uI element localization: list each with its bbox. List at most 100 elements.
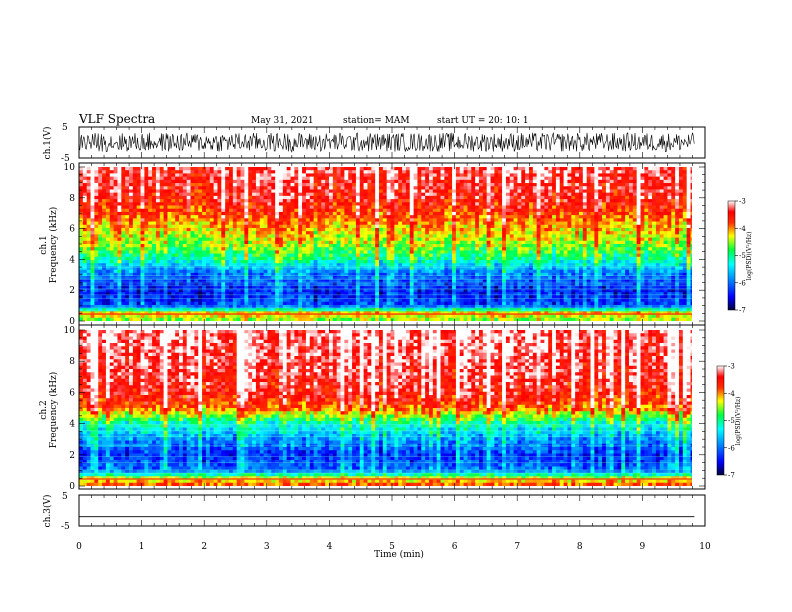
- ch1-spectrogram-cell: [298, 215, 303, 219]
- ch1-spectrogram-cell: [517, 253, 522, 258]
- ch1-spectrogram-cell: [378, 211, 384, 216]
- ch1-spectrogram-cell: [263, 211, 268, 216]
- ch1-spectrogram-cell: [598, 179, 603, 184]
- ch1-spectrogram-cell: [444, 189, 449, 194]
- ch1-spectrogram-cell: [282, 167, 288, 171]
- ch1-spectrogram-cell: [678, 189, 684, 194]
- ch1-spectrogram-cell: [409, 211, 414, 216]
- ch1-spectrogram-cell: [82, 167, 88, 171]
- ch1-spectrogram-cell: [525, 195, 530, 200]
- ch1-spectrogram-cell: [471, 189, 476, 194]
- ch1-spectrogram-cell: [148, 208, 153, 213]
- ch1-spectrogram-cell: [202, 186, 207, 190]
- ch1-spectrogram-cell: [232, 192, 238, 197]
- ch1-spectrogram-cell: [444, 192, 449, 197]
- ch1-spectrogram-cell: [459, 199, 464, 203]
- ch1-spectrogram-cell: [179, 173, 184, 178]
- ch1-spectrogram-cell: [240, 179, 245, 184]
- ch1-spectrogram-cell: [117, 173, 122, 178]
- ch1-spectrogram-cell: [594, 240, 599, 245]
- ch1-spectrogram-cell: [382, 176, 388, 181]
- ch1-spectrogram-cell: [328, 189, 334, 194]
- ch1-spectrogram-cell: [186, 173, 191, 178]
- ch1-spectrogram-cell: [375, 186, 380, 190]
- ch1-spectrogram-cell: [594, 192, 599, 197]
- ch1-spectrogram-cell: [213, 208, 218, 213]
- ch1-spectrogram-cell: [194, 192, 199, 197]
- ch1-spectrogram-cell: [455, 170, 461, 174]
- ch1-spectrogram-cell: [582, 183, 588, 187]
- ch1-spectrogram-cell: [236, 211, 241, 216]
- ch1-spectrogram-cell: [502, 227, 507, 232]
- ch1-spectrogram-cell: [686, 256, 691, 261]
- ch1-spectrogram-cell: [548, 186, 553, 190]
- ch1-spectrogram-cell: [517, 227, 522, 232]
- ch1-spectrogram-cell: [113, 250, 118, 255]
- ch1-spectrogram-cell: [390, 195, 395, 200]
- ch1-spectrogram-cell: [232, 263, 238, 267]
- ch1-spectrogram-cell: [294, 215, 299, 219]
- ch1-spectrogram-cell: [225, 253, 230, 258]
- ch1-spectrogram-cell: [282, 224, 288, 229]
- ch1-spectrogram-cell: [382, 192, 388, 197]
- ch1-spectrogram-cell: [325, 256, 330, 261]
- ch1-spectrogram-cell: [163, 234, 168, 238]
- ch1-spectrogram-cell: [186, 224, 191, 229]
- ch1-spectrogram-cell: [575, 247, 580, 251]
- ch1-spectrogram-cell: [225, 215, 230, 219]
- ch1-spectrogram-cell: [171, 244, 176, 248]
- ch1-spectrogram-cell: [190, 211, 195, 216]
- ch1-spectrogram-cell: [355, 211, 361, 216]
- ch1-spectrogram-cell: [575, 253, 580, 258]
- ch1-spectrogram-cell: [490, 247, 495, 251]
- ch1-spectrogram-cell: [213, 183, 218, 187]
- ch1-spectrogram-cell: [505, 183, 511, 187]
- ch1-spectrogram-cell: [375, 234, 380, 238]
- ch1-spectrogram-cell: [590, 250, 595, 255]
- ch1-spectrogram-cell: [494, 240, 499, 245]
- ch1-spectrogram-cell: [244, 189, 249, 194]
- ch1-spectrogram-cell: [490, 170, 495, 174]
- ch1-spectrogram-cell: [102, 227, 107, 232]
- ch1-spectrogram-cell: [221, 237, 226, 242]
- ch1-spectrogram-cell: [321, 250, 326, 255]
- ch1-spectrogram-cell: [678, 234, 684, 238]
- ch1-spectrogram-cell: [686, 186, 691, 190]
- ch1-spectrogram-cell: [590, 218, 595, 222]
- ch1-spectrogram-cell: [317, 176, 322, 181]
- ch1-spectrogram-cell: [555, 176, 561, 181]
- ch1-spectrogram-cell: [528, 253, 534, 258]
- ch1-spectrogram-cell: [605, 237, 611, 242]
- ch1-spectrogram-cell: [417, 211, 422, 216]
- ch1-spectrogram-cell: [421, 224, 426, 229]
- ch1-spectrogram-cell: [452, 234, 457, 238]
- ch1-spectrogram-cell: [686, 176, 691, 181]
- ch1-spectrogram-cell: [405, 253, 411, 258]
- ch1-spectrogram-cell: [305, 231, 311, 235]
- ch1-spectrogram-cell: [348, 202, 353, 206]
- ch1-spectrogram-cell: [221, 179, 226, 184]
- ch1-spectrogram-cell: [278, 263, 284, 267]
- ch1-spectrogram-cell: [290, 211, 295, 216]
- ch1-spectrogram-cell: [659, 244, 664, 248]
- ch1-spectrogram-cell: [259, 234, 265, 238]
- ch1-spectrogram-cell: [140, 240, 145, 245]
- ch1-spectrogram-cell: [344, 205, 349, 210]
- ch1-spectrogram-cell: [528, 234, 534, 238]
- ch1-spectrogram-cell: [140, 186, 145, 190]
- ch1-spectrogram-cell: [190, 199, 195, 203]
- ch1-spectrogram-cell: [205, 237, 211, 242]
- ch1-spectrogram-cell: [548, 231, 553, 235]
- ch1-spectrogram-cell: [655, 167, 661, 171]
- ch1-spectrogram-cell: [382, 237, 388, 242]
- ch1-spectrogram-cell: [628, 227, 634, 232]
- ch1-spectrogram-cell: [409, 256, 414, 261]
- ch1-spectrogram-cell: [398, 173, 403, 178]
- ch1-spectrogram-cell: [628, 231, 634, 235]
- ch1-spectrogram-cell: [255, 176, 261, 181]
- ch1-spectrogram-cell: [213, 240, 218, 245]
- ch1-spectrogram-cell: [309, 179, 315, 184]
- ch1-spectrogram-cell: [590, 205, 595, 210]
- ch1-spectrogram-cell: [563, 237, 568, 242]
- ch1-spectrogram-cell: [455, 247, 461, 251]
